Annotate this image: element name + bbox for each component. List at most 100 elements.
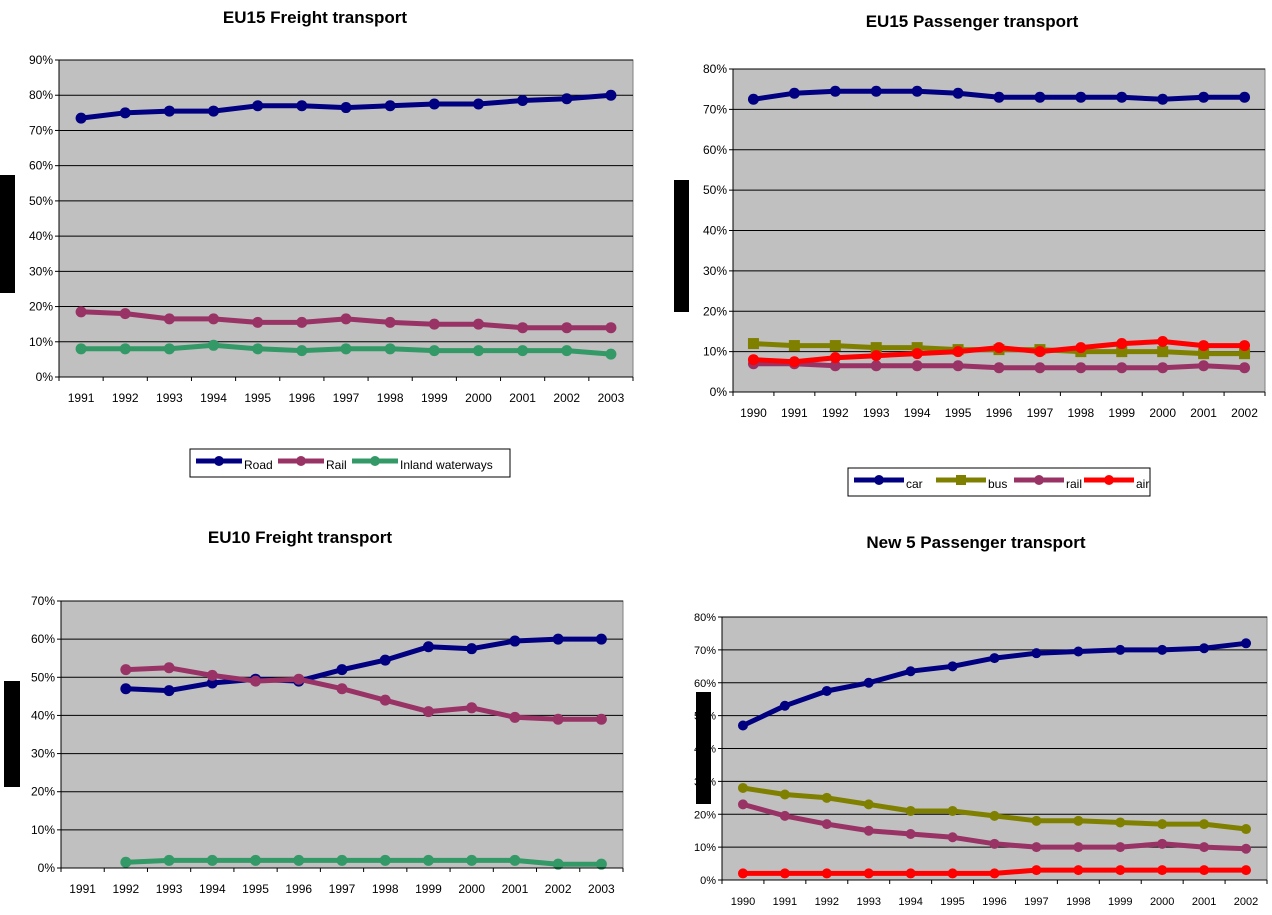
data-point-air bbox=[1031, 865, 1042, 876]
data-point-road bbox=[75, 112, 87, 124]
data-point-rail bbox=[163, 662, 175, 674]
y-tick-label: 30% bbox=[31, 747, 55, 761]
chart-title: New 5 Passenger transport bbox=[866, 533, 1086, 552]
data-point-road bbox=[428, 98, 440, 110]
data-point-bus bbox=[1198, 348, 1210, 360]
y-tick-label: 50% bbox=[29, 194, 53, 208]
data-point-bus bbox=[863, 799, 874, 810]
x-tick-label: 2000 bbox=[465, 391, 492, 405]
x-tick-label: 1991 bbox=[68, 391, 95, 405]
legend-label-car: car bbox=[906, 477, 923, 491]
data-point-rail bbox=[250, 675, 262, 687]
redaction-bar bbox=[674, 180, 689, 312]
redaction-bar bbox=[0, 175, 15, 293]
data-point-rail bbox=[120, 664, 132, 676]
legend-label-road: Road bbox=[244, 458, 273, 472]
data-point-inland-waterways bbox=[605, 348, 617, 360]
data-point-rail bbox=[336, 683, 348, 695]
data-point-car bbox=[1241, 638, 1252, 649]
data-point-air bbox=[1034, 346, 1046, 358]
data-point-air bbox=[870, 350, 882, 362]
data-point-air bbox=[993, 342, 1005, 354]
data-point-inland-waterways bbox=[120, 856, 132, 868]
data-point-rail bbox=[517, 322, 529, 334]
y-tick-label: 70% bbox=[703, 102, 727, 116]
x-tick-label: 1999 bbox=[1108, 406, 1135, 420]
data-point-inland-waterways bbox=[472, 345, 484, 357]
y-tick-label: 50% bbox=[694, 711, 716, 723]
data-point-rail bbox=[1199, 842, 1210, 853]
data-point-road bbox=[296, 100, 308, 112]
legend-box bbox=[189, 448, 511, 478]
legend-marker-air bbox=[1104, 475, 1114, 485]
legend-marker-road bbox=[214, 456, 224, 466]
data-point-car bbox=[863, 677, 874, 688]
y-tick-label: 10% bbox=[694, 842, 716, 854]
x-tick-label: 1993 bbox=[863, 406, 890, 420]
x-tick-label: 1991 bbox=[781, 406, 808, 420]
legend: car bus rail air bbox=[847, 467, 1151, 497]
data-point-bus bbox=[829, 340, 841, 352]
legend-label-air: air bbox=[1136, 477, 1149, 491]
data-point-road bbox=[163, 105, 175, 117]
chart-eu10-freight: EU10 Freight transport 0% 10% 20% 30% 40% 50%… bbox=[4, 528, 624, 896]
data-point-road bbox=[252, 100, 264, 112]
data-point-air bbox=[952, 346, 964, 358]
data-point-rail bbox=[428, 318, 440, 330]
x-tick-label: 1993 bbox=[156, 882, 183, 896]
data-point-air bbox=[1157, 865, 1168, 876]
data-point-inland-waterways bbox=[296, 345, 308, 357]
y-tick-label: 40% bbox=[694, 744, 716, 756]
x-tick-label: 1995 bbox=[945, 406, 972, 420]
x-tick-label: 1992 bbox=[112, 882, 139, 896]
data-point-road bbox=[552, 633, 564, 645]
data-point-inland-waterways bbox=[75, 343, 87, 355]
data-point-bus bbox=[1239, 348, 1251, 360]
y-tick-label: 80% bbox=[703, 62, 727, 76]
data-point-inland-waterways bbox=[252, 343, 264, 355]
y-tick-label: 60% bbox=[694, 678, 716, 690]
x-tick-label: 2001 bbox=[1190, 406, 1217, 420]
legend-label-inland-waterways: Inland waterways bbox=[400, 458, 493, 472]
data-point-car bbox=[952, 87, 964, 99]
data-point-rail bbox=[947, 832, 958, 843]
data-point-inland-waterways bbox=[379, 854, 391, 866]
x-tick-label: 2002 bbox=[1231, 406, 1258, 420]
y-tick-label: 40% bbox=[31, 708, 55, 722]
data-point-air bbox=[989, 868, 1000, 879]
y-tick-label: 0% bbox=[700, 875, 716, 887]
x-tick-label: 2000 bbox=[1149, 406, 1176, 420]
data-point-road bbox=[472, 98, 484, 110]
data-point-car bbox=[1034, 91, 1046, 103]
data-point-rail bbox=[993, 362, 1005, 374]
chart-new5-passenger: New 5 Passenger transport 0% 10% 20% 30% 40%… bbox=[694, 533, 1268, 908]
x-tick-label: 1999 bbox=[1108, 896, 1132, 908]
plot-area bbox=[60, 600, 624, 869]
y-tick-label: 40% bbox=[703, 224, 727, 238]
data-point-air bbox=[1075, 342, 1087, 354]
x-tick-label: 1995 bbox=[242, 882, 269, 896]
data-point-bus bbox=[1199, 819, 1210, 830]
data-point-rail bbox=[863, 825, 874, 836]
data-point-road bbox=[208, 105, 220, 117]
legend-marker-inland-waterways bbox=[370, 456, 380, 466]
data-point-road bbox=[119, 107, 131, 119]
y-tick-label: 50% bbox=[31, 670, 55, 684]
y-tick-label: 70% bbox=[31, 594, 55, 608]
data-point-air bbox=[821, 868, 832, 879]
data-point-inland-waterways bbox=[206, 854, 218, 866]
data-point-inland-waterways bbox=[250, 854, 262, 866]
x-tick-label: 1992 bbox=[822, 406, 849, 420]
series-line-rail bbox=[125, 665, 602, 722]
legend: Road Rail Inland waterways bbox=[189, 448, 511, 478]
data-point-road bbox=[120, 683, 132, 695]
data-point-rail bbox=[509, 711, 521, 723]
x-tick-label: 1991 bbox=[69, 882, 96, 896]
data-point-road bbox=[605, 89, 617, 101]
y-tick-label: 30% bbox=[703, 264, 727, 278]
data-point-inland-waterways bbox=[163, 343, 175, 355]
data-point-car bbox=[1075, 91, 1087, 103]
data-point-rail bbox=[1073, 842, 1084, 853]
data-point-car bbox=[993, 91, 1005, 103]
x-tick-label: 2000 bbox=[1150, 896, 1174, 908]
